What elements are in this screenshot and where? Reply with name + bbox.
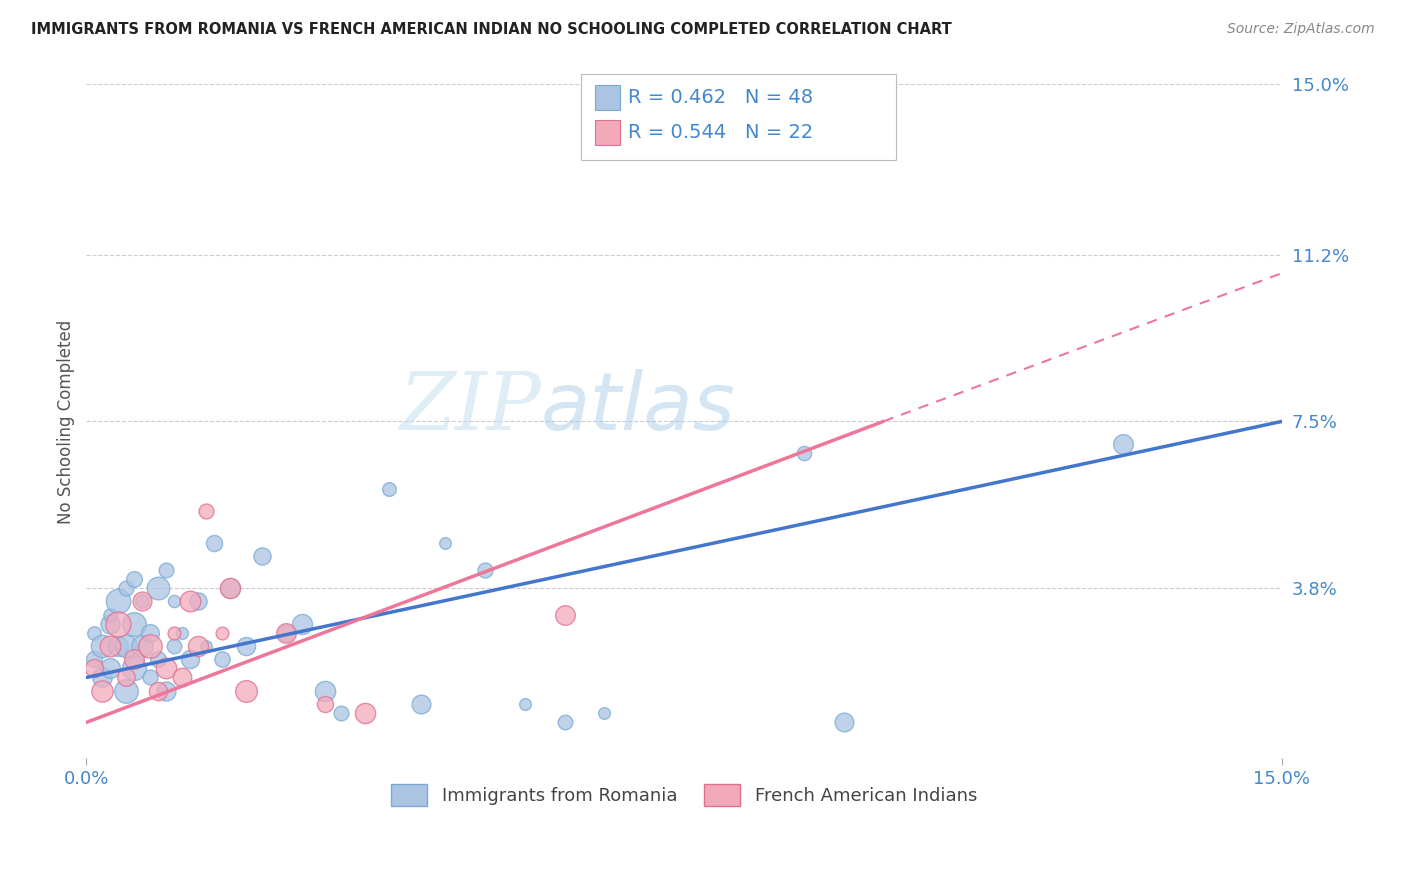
Point [91,670,114,684]
Y-axis label: No Schooling Completed: No Schooling Completed [58,319,75,524]
Point [139,639,162,653]
Text: IMMIGRANTS FROM ROMANIA VS FRENCH AMERICAN INDIAN NO SCHOOLING COMPLETED CORRELA: IMMIGRANTS FROM ROMANIA VS FRENCH AMERIC… [31,22,952,37]
Point [115,670,138,684]
Point [513,698,536,712]
Point [107,639,129,653]
Point [250,549,273,564]
Point [115,684,138,698]
Point [91,684,114,698]
Point [202,535,225,549]
Point [155,563,177,577]
Point [170,625,193,640]
Point [274,625,297,640]
Point [155,684,177,698]
Point [235,639,257,653]
Point [163,625,186,640]
Point [107,616,129,631]
Point [98,616,121,631]
Point [122,661,145,675]
Point [554,607,576,622]
Point [146,581,169,595]
Point [170,670,193,684]
Point [314,698,336,712]
Text: atlas: atlas [541,369,735,447]
Point [187,639,209,653]
Point [194,639,217,653]
Point [83,652,105,666]
Point [290,616,312,631]
Point [131,594,153,608]
Point [1111,437,1133,451]
Point [98,607,121,622]
Point [98,661,121,675]
Point [131,639,153,653]
Point [122,652,145,666]
Point [409,698,432,712]
Point [179,594,201,608]
Point [98,639,121,653]
Point [793,446,815,460]
Point [187,594,209,608]
Point [163,639,186,653]
Point [115,581,138,595]
Point [139,670,162,684]
Point [474,563,496,577]
Point [235,684,257,698]
Point [179,652,201,666]
Text: Source: ZipAtlas.com: Source: ZipAtlas.com [1227,22,1375,37]
Point [274,625,297,640]
Point [122,616,145,631]
Point [354,706,377,721]
Point [83,625,105,640]
Point [433,535,456,549]
Point [91,639,114,653]
Text: R = 0.544   N = 22: R = 0.544 N = 22 [628,123,814,143]
Point [554,715,576,730]
Point [378,482,401,496]
Legend: Immigrants from Romania, French American Indians: Immigrants from Romania, French American… [384,777,984,814]
Point [211,625,233,640]
Point [122,572,145,586]
Point [211,652,233,666]
Point [163,594,186,608]
Point [139,625,162,640]
Point [107,594,129,608]
Point [146,652,169,666]
Point [330,706,353,721]
Text: ZIP: ZIP [399,369,541,447]
Point [131,594,153,608]
Point [194,504,217,518]
Point [314,684,336,698]
Point [593,706,616,721]
Point [115,639,138,653]
Point [218,581,240,595]
Point [218,581,240,595]
Text: R = 0.462   N = 48: R = 0.462 N = 48 [628,87,814,107]
Point [83,661,105,675]
Point [832,715,855,730]
Point [155,661,177,675]
Point [146,684,169,698]
